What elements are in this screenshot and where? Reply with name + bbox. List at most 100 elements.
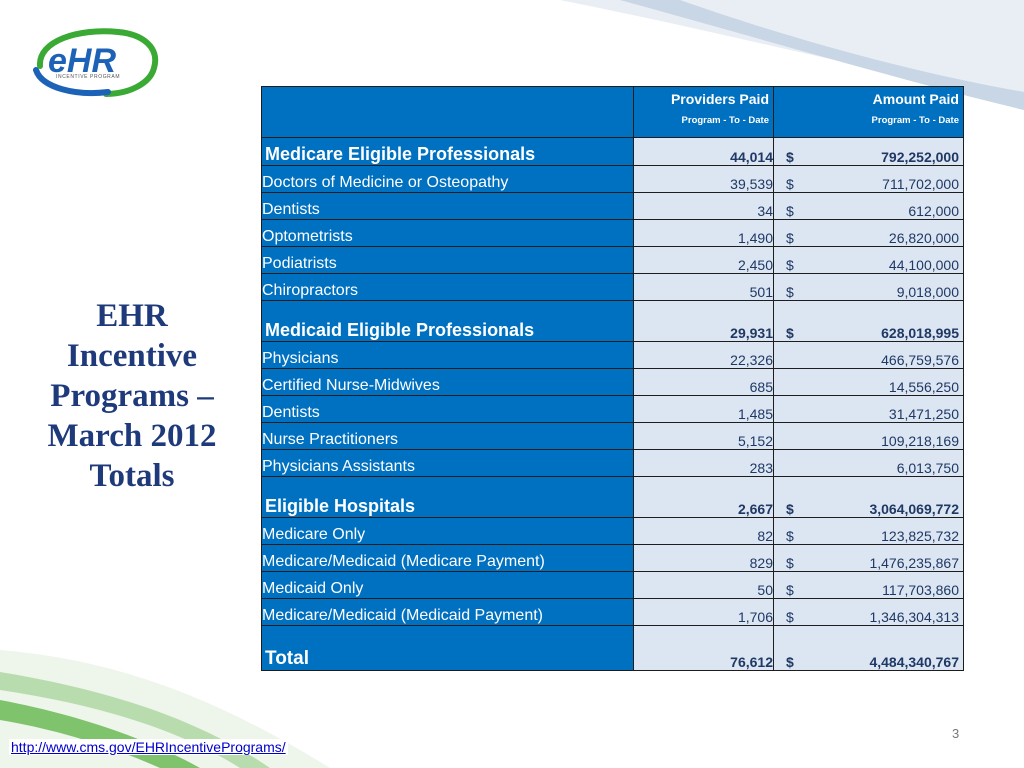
row-label: Physicians xyxy=(261,341,634,369)
row-label: Dentists xyxy=(261,395,634,423)
providers-paid-cell: 39,539 xyxy=(633,165,774,193)
amount-paid-cell: $1,476,235,867 xyxy=(773,544,964,572)
currency-symbol: $ xyxy=(786,284,794,300)
row-label: Medicare/Medicaid (Medicare Payment) xyxy=(261,544,634,572)
amount-value: 1,476,235,867 xyxy=(869,555,959,571)
slide-title: EHR Incentive Programs – March 2012 Tota… xyxy=(24,296,240,496)
currency-symbol: $ xyxy=(786,257,794,273)
table-row: Chiropractors 501 $9,018,000 xyxy=(261,273,964,301)
currency-symbol: $ xyxy=(786,149,794,165)
providers-paid-cell: 2,450 xyxy=(633,246,774,274)
amount-value: 711,702,000 xyxy=(882,176,959,192)
amount-value: 26,820,000 xyxy=(888,230,959,246)
title-line: EHR xyxy=(96,298,168,334)
providers-paid-header: Providers Paid Program - To - Date xyxy=(633,86,774,138)
table-row: Medicare/Medicaid (Medicare Payment) 829… xyxy=(261,544,964,572)
title-line: Programs – xyxy=(50,378,214,414)
providers-paid-cell: 22,326 xyxy=(633,341,774,369)
title-line: Totals xyxy=(89,458,175,494)
currency-symbol: $ xyxy=(786,203,794,219)
amount-paid-cell: 6,013,750 xyxy=(773,449,964,477)
ehr-logo: eHR xyxy=(33,28,159,97)
currency-symbol: $ xyxy=(786,654,794,670)
table-row: Medicaid Only 50 $117,703,860 xyxy=(261,571,964,599)
amount-value: 123,825,732 xyxy=(881,528,959,544)
amount-paid-cell: $9,018,000 xyxy=(773,273,964,301)
header-blank-cell xyxy=(261,86,634,138)
amount-paid-cell: $26,820,000 xyxy=(773,219,964,247)
providers-paid-cell: 685 xyxy=(633,368,774,396)
page-number: 3 xyxy=(952,726,960,741)
amount-value: 31,471,250 xyxy=(888,406,959,422)
amount-paid-cell: $711,702,000 xyxy=(773,165,964,193)
amount-paid-cell: $628,018,995 xyxy=(773,300,964,342)
providers-paid-cell: 50 xyxy=(633,571,774,599)
table-row: Doctors of Medicine or Osteopathy 39,539… xyxy=(261,165,964,193)
table-row: Podiatrists 2,450 $44,100,000 xyxy=(261,246,964,274)
amount-paid-cell: 466,759,576 xyxy=(773,341,964,369)
amount-value: 612,000 xyxy=(908,203,959,219)
providers-paid-cell: 829 xyxy=(633,544,774,572)
table-row: Medicare Only 82 $123,825,732 xyxy=(261,517,964,545)
row-label: Medicaid Only xyxy=(261,571,634,599)
amount-value: 3,064,069,772 xyxy=(869,501,959,517)
providers-paid-cell: 76,612 xyxy=(633,625,774,671)
table-row: Physicians Assistants 283 6,013,750 xyxy=(261,449,964,477)
amount-paid-cell: $123,825,732 xyxy=(773,517,964,545)
providers-paid-cell: 44,014 xyxy=(633,137,774,166)
row-label: Podiatrists xyxy=(261,246,634,274)
providers-paid-cell: 501 xyxy=(633,273,774,301)
table-row: Optometrists 1,490 $26,820,000 xyxy=(261,219,964,247)
amount-paid-header: Amount Paid Program - To - Date xyxy=(773,86,964,138)
providers-paid-label: Providers Paid xyxy=(670,91,769,107)
currency-symbol: $ xyxy=(786,501,794,517)
amount-paid-sublabel: Program - To - Date xyxy=(871,115,959,126)
table-row: Eligible Hospitals 2,667 $3,064,069,772 xyxy=(261,476,964,518)
row-label: Medicaid Eligible Professionals xyxy=(261,300,634,342)
amount-value: 4,484,340,767 xyxy=(869,654,959,670)
amount-value: 1,346,304,313 xyxy=(869,609,959,625)
amount-paid-cell: 109,218,169 xyxy=(773,422,964,450)
row-label: Dentists xyxy=(261,192,634,220)
amount-paid-cell: 31,471,250 xyxy=(773,395,964,423)
amount-value: 9,018,000 xyxy=(896,284,959,300)
total-row: Total 76,612 $4,484,340,767 xyxy=(261,625,964,671)
row-label: Optometrists xyxy=(261,219,634,247)
table-row: Nurse Practitioners 5,152 109,218,169 xyxy=(261,422,964,450)
amount-value: 44,100,000 xyxy=(888,257,959,273)
incentive-totals-table: Providers Paid Program - To - Date Amoun… xyxy=(261,86,964,671)
amount-paid-label: Amount Paid xyxy=(872,91,959,107)
amount-paid-cell: 14,556,250 xyxy=(773,368,964,396)
providers-paid-cell: 283 xyxy=(633,449,774,477)
cms-source-link[interactable]: http://www.cms.gov/EHRIncentivePrograms/ xyxy=(9,739,288,755)
providers-paid-sublabel: Program - To - Date xyxy=(681,115,769,126)
row-label: Certified Nurse-Midwives xyxy=(261,368,634,396)
currency-symbol: $ xyxy=(786,230,794,246)
providers-paid-cell: 2,667 xyxy=(633,476,774,518)
table-row: Medicare/Medicaid (Medicaid Payment) 1,7… xyxy=(261,598,964,626)
providers-paid-cell: 34 xyxy=(633,192,774,220)
row-label: Medicare Eligible Professionals xyxy=(261,137,634,166)
table-header-row: Providers Paid Program - To - Date Amoun… xyxy=(261,86,964,138)
row-label: Total xyxy=(261,625,634,671)
amount-paid-cell: $792,252,000 xyxy=(773,137,964,166)
title-line: Incentive xyxy=(66,338,198,374)
providers-paid-cell: 5,152 xyxy=(633,422,774,450)
table-row: Medicare Eligible Professionals 44,014 $… xyxy=(261,137,964,166)
logo-subtext: INCENTIVE PROGRAM xyxy=(56,74,121,80)
amount-value: 6,013,750 xyxy=(896,460,959,476)
amount-value: 117,703,860 xyxy=(882,582,959,598)
row-label: Physicians Assistants xyxy=(261,449,634,477)
currency-symbol: $ xyxy=(786,325,794,341)
row-label: Eligible Hospitals xyxy=(261,476,634,518)
providers-paid-cell: 1,706 xyxy=(633,598,774,626)
row-label: Doctors of Medicine or Osteopathy xyxy=(261,165,634,193)
table-row: Dentists 1,485 31,471,250 xyxy=(261,395,964,423)
providers-paid-cell: 1,490 xyxy=(633,219,774,247)
currency-symbol: $ xyxy=(786,555,794,571)
providers-paid-cell: 1,485 xyxy=(633,395,774,423)
svg-text:eHR: eHR xyxy=(48,42,116,80)
amount-paid-cell: $117,703,860 xyxy=(773,571,964,599)
amount-paid-cell: $1,346,304,313 xyxy=(773,598,964,626)
amount-paid-cell: $612,000 xyxy=(773,192,964,220)
